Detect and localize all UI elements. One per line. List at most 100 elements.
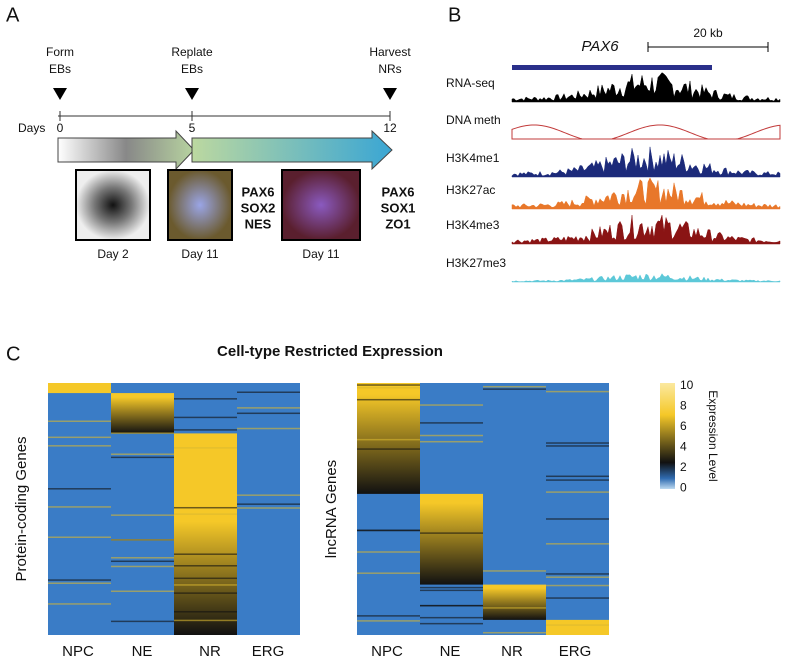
heatmap-stripe — [237, 391, 300, 393]
heatmap-stripe — [546, 390, 609, 393]
heatmap-stripe — [357, 398, 420, 401]
heatmap-stripe — [420, 586, 483, 589]
colorbar-tick: 10 — [680, 378, 694, 392]
column-label: NE — [440, 643, 461, 660]
heatmap-stripe — [174, 592, 237, 594]
heatmap-stripe — [174, 619, 237, 622]
track-label: H3K27me3 — [446, 256, 506, 270]
panel-label: C — [6, 343, 20, 365]
image — [75, 169, 151, 241]
heatmap-stripe — [357, 551, 420, 553]
colorbar-tick: 0 — [680, 481, 687, 495]
heatmap-stripe — [48, 582, 111, 584]
heatmap-stripe — [483, 631, 546, 634]
heatmap-stripe — [111, 590, 174, 593]
colorbar-tick: 8 — [680, 399, 687, 413]
heatmap-stripe — [174, 513, 237, 515]
panel-label: B — [448, 4, 461, 26]
heatmap-stripe — [420, 622, 483, 625]
heatmap-stripe — [420, 616, 483, 619]
day-tick: 5 — [189, 121, 196, 135]
marker: NES — [245, 216, 272, 231]
heatmap-stripe — [174, 553, 237, 555]
heatmap-stripe — [546, 442, 609, 444]
heatmap-stripe — [48, 488, 111, 490]
track-label: DNA meth — [446, 113, 501, 127]
heatmap-stripe — [420, 404, 483, 406]
colorbar-tick: 4 — [680, 440, 687, 454]
heatmap-stripe — [174, 611, 237, 613]
arrow — [57, 129, 195, 171]
heatmap-stripe — [111, 620, 174, 623]
marker-triangle — [383, 88, 397, 100]
signal-track — [511, 124, 781, 140]
heatmap-stripe — [546, 543, 609, 545]
heatmap-block — [174, 509, 237, 635]
heatmap-stripe — [237, 407, 300, 409]
heatmap-stripe — [174, 429, 237, 431]
heatmap-stripe — [48, 579, 111, 581]
column-label: NPC — [62, 643, 94, 660]
column-label: ERG — [252, 643, 285, 660]
heatmap-block — [48, 383, 111, 394]
heatmap-stripe — [483, 607, 546, 609]
axis-label: lncRNA Genes — [323, 460, 340, 558]
marker: SOX1 — [381, 200, 416, 215]
heatmap-block — [357, 383, 420, 494]
panel-label: A — [6, 4, 20, 26]
heatmap-block — [483, 584, 546, 620]
colorbar — [660, 383, 675, 489]
heatmap-stripe — [237, 503, 300, 505]
colorbar-label: Expression Level — [706, 390, 720, 481]
heatmap-stripe — [111, 456, 174, 459]
track-label: RNA-seq — [446, 76, 495, 90]
heatmap-stripe — [420, 532, 483, 534]
heatmap-stripe — [546, 479, 609, 481]
scale-label: 20 kb — [693, 26, 723, 40]
track-label: H3K4me3 — [446, 218, 500, 232]
event-label: EBs — [49, 62, 71, 76]
marker: PAX6 — [382, 184, 415, 199]
gene-model — [512, 65, 712, 70]
track-label: H3K4me1 — [446, 151, 500, 165]
heatmap-stripe — [420, 422, 483, 424]
column-label: NR — [501, 643, 523, 660]
heatmap-block — [420, 493, 483, 585]
heatmap-stripe — [174, 577, 237, 580]
heatmap-stripe — [546, 475, 609, 478]
heatmap-stripe — [174, 584, 237, 586]
heatmap-stripe — [237, 494, 300, 496]
event-label: EBs — [181, 62, 203, 76]
signal-track — [511, 146, 781, 178]
image — [281, 169, 361, 241]
heatmap-stripe — [546, 597, 609, 599]
event-label: Harvest — [369, 45, 411, 59]
heatmap-stripe — [420, 440, 483, 443]
heatmap-stripe — [546, 573, 609, 575]
heatmap-stripe — [111, 560, 174, 563]
signal-track — [511, 273, 781, 283]
heatmap-stripe — [48, 603, 111, 605]
heatmap-stripe — [174, 398, 237, 400]
marker-triangle — [53, 88, 67, 100]
heatmap-stripe — [420, 434, 483, 437]
heatmap-stripe — [111, 432, 174, 434]
image — [167, 169, 233, 241]
day-tick: 12 — [383, 121, 397, 135]
heatmap-stripe — [111, 557, 174, 559]
heatmap-stripe — [111, 539, 174, 541]
marker: SOX2 — [241, 200, 276, 215]
heatmap-stripe — [174, 416, 237, 419]
heatmap-stripe — [357, 615, 420, 617]
marker: PAX6 — [242, 184, 275, 199]
column-label: ERG — [559, 643, 592, 660]
heatmap-stripe — [48, 506, 111, 508]
track-label: H3K27ac — [446, 183, 495, 197]
axis-label: Days — [18, 121, 45, 135]
heatmap-stripe — [420, 604, 483, 607]
heatmap-stripe — [237, 412, 300, 415]
heatmap-stripe — [111, 453, 174, 455]
column-label: NR — [199, 643, 221, 660]
heatmap-stripe — [111, 514, 174, 516]
